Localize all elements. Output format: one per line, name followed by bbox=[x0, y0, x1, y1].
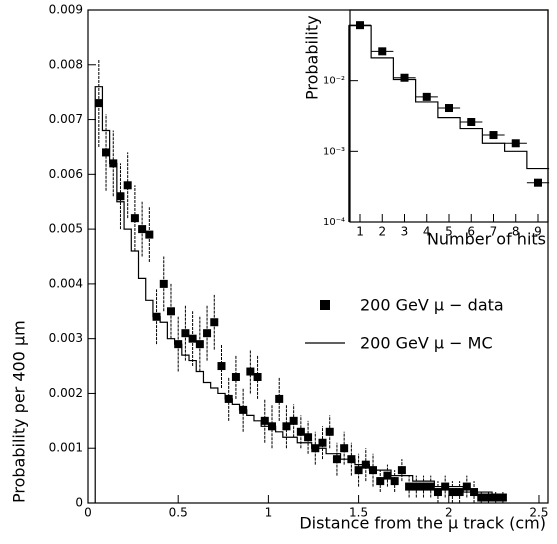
data-point bbox=[511, 139, 520, 148]
data-point bbox=[462, 482, 471, 491]
data-point bbox=[332, 455, 341, 464]
x-tick-label: 6 bbox=[467, 225, 475, 239]
data-point bbox=[533, 178, 542, 187]
y-tick-label: 0.006 bbox=[49, 167, 83, 181]
data-point bbox=[102, 148, 111, 157]
data-point bbox=[433, 488, 442, 497]
data-point bbox=[166, 307, 175, 316]
data-point bbox=[318, 438, 327, 447]
mc-step-line bbox=[94, 86, 507, 503]
x-tick-label: 0 bbox=[84, 506, 92, 520]
data-point bbox=[448, 488, 457, 497]
data-point bbox=[376, 477, 385, 486]
data-point bbox=[210, 318, 219, 327]
x-tick-label: 4 bbox=[423, 225, 431, 239]
x-tick-label: 1 bbox=[356, 225, 364, 239]
x-tick-label: 3 bbox=[401, 225, 409, 239]
data-point bbox=[477, 493, 486, 502]
data-point bbox=[94, 99, 103, 108]
data-point bbox=[390, 477, 399, 486]
y-axis-label: Probability per 400 μm bbox=[10, 320, 29, 503]
data-point bbox=[275, 394, 284, 403]
data-point bbox=[123, 181, 132, 190]
data-point bbox=[354, 466, 363, 475]
mc-step-line bbox=[348, 25, 550, 222]
x-tick-label: 9 bbox=[534, 225, 542, 239]
data-point bbox=[195, 340, 204, 349]
y-tick-label: 0.005 bbox=[49, 222, 83, 236]
data-point bbox=[181, 329, 190, 338]
data-point bbox=[231, 373, 240, 382]
y-tick-label: 10⁻³ bbox=[323, 146, 345, 157]
data-point bbox=[260, 416, 269, 425]
data-point bbox=[188, 334, 197, 343]
legend-label: 200 GeV μ − data bbox=[360, 296, 504, 315]
data-point bbox=[289, 416, 298, 425]
data-point bbox=[400, 73, 409, 82]
data-point bbox=[296, 427, 305, 436]
y-tick-label: 10⁻² bbox=[323, 76, 345, 87]
x-tick-label: 1.5 bbox=[349, 506, 368, 520]
data-point bbox=[145, 230, 154, 239]
data-point bbox=[116, 192, 125, 201]
data-point bbox=[467, 118, 476, 127]
inset-frame bbox=[349, 9, 549, 223]
x-tick-label: 1 bbox=[265, 506, 273, 520]
data-point bbox=[426, 482, 435, 491]
data-point bbox=[412, 482, 421, 491]
main-frame bbox=[87, 9, 549, 504]
data-point bbox=[489, 131, 498, 140]
x-tick-label: 0.5 bbox=[169, 506, 188, 520]
legend-label: 200 GeV μ − MC bbox=[360, 334, 493, 353]
data-point bbox=[217, 362, 226, 371]
y-tick-label: 0.009 bbox=[49, 3, 83, 17]
y-tick-label: 10⁻⁴ bbox=[323, 217, 345, 228]
data-point bbox=[455, 488, 464, 497]
y-tick-label: 0.001 bbox=[49, 441, 83, 455]
data-point bbox=[405, 482, 414, 491]
inset-x-label: Number of hits bbox=[427, 230, 546, 249]
data-point bbox=[282, 422, 291, 431]
data-point bbox=[203, 329, 212, 338]
y-tick-label: 0.004 bbox=[49, 276, 83, 290]
data-point bbox=[246, 367, 255, 376]
x-tick-label: 2 bbox=[378, 225, 386, 239]
y-tick-label: 0.003 bbox=[49, 331, 83, 345]
x-axis-label: Distance from the μ track (cm) bbox=[299, 514, 546, 533]
y-tick-label: 0 bbox=[75, 496, 83, 510]
x-tick-label: 5 bbox=[445, 225, 453, 239]
data-point bbox=[130, 214, 139, 223]
y-tick-label: 0.008 bbox=[49, 57, 83, 71]
data-point bbox=[397, 466, 406, 475]
data-point bbox=[138, 225, 147, 234]
x-tick-label: 7 bbox=[490, 225, 498, 239]
data-point bbox=[159, 279, 168, 288]
data-point bbox=[304, 433, 313, 442]
data-point bbox=[325, 427, 334, 436]
y-tick-label: 0.007 bbox=[49, 112, 83, 126]
y-tick-label: 0.002 bbox=[49, 386, 83, 400]
x-tick-label: 8 bbox=[512, 225, 520, 239]
inset-y-label: Probability bbox=[303, 15, 322, 100]
data-point bbox=[422, 92, 431, 101]
data-point bbox=[378, 47, 387, 56]
data-point bbox=[484, 493, 493, 502]
x-tick-label: 2.5 bbox=[529, 506, 548, 520]
data-point bbox=[445, 104, 453, 113]
data-point bbox=[340, 444, 349, 453]
data-point bbox=[419, 482, 428, 491]
data-point bbox=[253, 373, 262, 382]
x-tick-label: 2 bbox=[445, 506, 453, 520]
legend-marker bbox=[320, 300, 330, 310]
data-point bbox=[383, 471, 392, 480]
